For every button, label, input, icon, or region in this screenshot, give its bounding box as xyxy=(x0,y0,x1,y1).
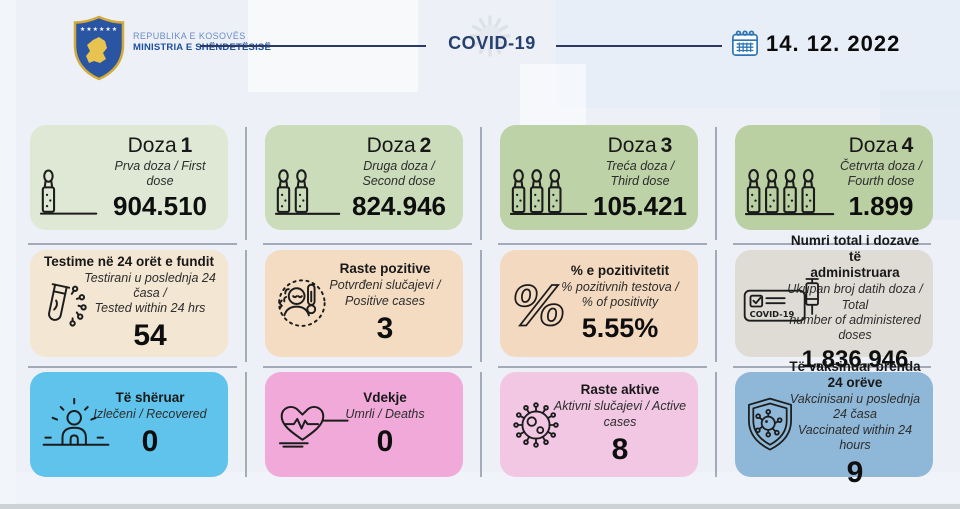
card-subtitle: Izlečeni / Recovered xyxy=(93,406,207,421)
vaccine-card-icon: COVID-19 xyxy=(743,276,823,332)
grid-divider xyxy=(245,250,247,362)
grid-divider xyxy=(28,243,237,245)
card-total-doses: COVID-19 Numri total i dozave të adminis… xyxy=(735,233,933,373)
card-dose-2: Doza 2 Druga doza / Second dose 824.946 xyxy=(265,125,463,230)
card-tests-24h: Testime në 24 orët e fundit Testirani u … xyxy=(30,250,228,357)
card-vaccinated-24h: Të vaksinuar brenda 24 orëve Vakcinisani… xyxy=(735,359,933,489)
svg-text:COVID-19: COVID-19 xyxy=(750,308,795,318)
card-value: 0 xyxy=(141,425,159,459)
ampoule-2-icon xyxy=(275,168,343,218)
ampoule-4-icon xyxy=(745,168,837,218)
card-subtitle: % pozitivnih testova / % of positivity xyxy=(561,279,679,310)
republic-label: REPUBLIKA E KOSOVËS xyxy=(133,31,246,41)
kosovo-coat-of-arms-logo: ★★★★★★ xyxy=(72,15,126,81)
card-title: % e pozitivitetit xyxy=(570,262,670,278)
ministry-label: MINISTRIA E SHËNDETËSISË xyxy=(133,42,271,54)
card-value: 1.836.946 xyxy=(801,346,909,374)
card-subtitle: Aktivni slučajevi / Active cases xyxy=(553,399,687,429)
card-value: 8 xyxy=(611,432,629,466)
card-dose-4: Doza 4 Četrvrta doza / Fourth dose 1.899 xyxy=(735,125,933,230)
card-subtitle: Umrli / Deaths xyxy=(345,406,425,421)
card-positivity-rate: % % e pozitivitetit % pozitivnih testova… xyxy=(500,250,698,357)
grid-divider xyxy=(498,243,707,245)
card-value: 1.899 xyxy=(848,191,914,222)
card-title: Testime në 24 orët e fundit xyxy=(43,253,215,269)
card-subtitle: Vakcinisani u poslednja 24 časa Vaccinat… xyxy=(789,392,921,452)
card-title: Doza 3 xyxy=(607,133,673,157)
card-value: 105.421 xyxy=(593,191,687,222)
card-subtitle: Prva doza / First dose xyxy=(114,158,206,189)
grid-divider xyxy=(480,127,482,240)
grid-divider xyxy=(733,243,931,245)
svg-text:%: % xyxy=(512,275,565,334)
bg-shape xyxy=(0,0,16,509)
heart-ekg-icon xyxy=(273,399,351,451)
grid-divider xyxy=(245,372,247,477)
card-positive-cases: Raste pozitive Potvrđeni slučajevi / Pos… xyxy=(265,250,463,357)
grid-divider xyxy=(263,243,472,245)
card-title: Të vaksinuar brenda 24 orëve xyxy=(789,358,921,390)
card-title: Vdekje xyxy=(363,389,407,405)
card-subtitle: Druga doza / Second dose xyxy=(362,158,436,189)
bottom-strip xyxy=(0,504,960,509)
grid-divider xyxy=(480,372,482,477)
card-subtitle: Četrvrta doza / Fourth dose xyxy=(840,158,922,189)
grid-divider xyxy=(480,250,482,362)
covid19-badge: COVID-19 xyxy=(432,33,552,54)
grid-divider xyxy=(715,250,717,362)
card-title: Doza 4 xyxy=(848,133,914,157)
card-title: Raste aktive xyxy=(580,382,660,398)
ampoule-1-icon xyxy=(40,168,100,218)
card-value: 0 xyxy=(376,425,394,459)
covid19-title: COVID-19 xyxy=(448,33,536,53)
grid-divider xyxy=(245,127,247,240)
card-subtitle: Testirani u poslednja 24 časa / Tested w… xyxy=(84,270,216,316)
percent-icon: % xyxy=(508,274,570,334)
test-tube-icon xyxy=(38,276,92,332)
card-subtitle: Ukupan broj datih doza / Total number of… xyxy=(787,282,923,343)
ampoule-3-icon xyxy=(510,168,590,218)
card-value: 904.510 xyxy=(113,191,207,222)
card-title: Doza 2 xyxy=(366,133,432,157)
card-value: 54 xyxy=(133,319,167,353)
card-value: 3 xyxy=(376,311,394,345)
card-recovered: Të shëruar Izlečeni / Recovered 0 xyxy=(30,372,228,477)
card-title: Numri total i dozave të administruara xyxy=(790,232,920,281)
card-dose-1: Doza 1 Prva doza / First dose 904.510 xyxy=(30,125,228,230)
grid-divider xyxy=(263,366,472,368)
card-subtitle: Potvrđeni slučajevi / Positive cases xyxy=(329,278,441,308)
card-subtitle: Treća doza / Third dose xyxy=(605,158,675,189)
sick-person-icon xyxy=(273,276,329,332)
grid-divider xyxy=(715,372,717,477)
virus-icon xyxy=(508,397,564,453)
header-divider-left xyxy=(200,45,426,47)
grid-divider xyxy=(733,366,931,368)
card-value: 5.55% xyxy=(581,313,659,344)
virus-watermark-icon xyxy=(467,13,513,59)
bg-shape xyxy=(0,472,960,503)
card-active-cases: Raste aktive Aktivni slučajevi / Active … xyxy=(500,372,698,477)
shield-virus-icon xyxy=(743,396,797,454)
grid-divider xyxy=(715,127,717,240)
date-display: 14. 12. 2022 xyxy=(766,31,901,56)
header-divider-right xyxy=(556,45,722,47)
grid-divider xyxy=(28,366,237,368)
card-deaths: Vdekje Umrli / Deaths 0 xyxy=(265,372,463,477)
bg-shape xyxy=(520,64,586,130)
card-value: 9 xyxy=(846,456,864,490)
card-title: Raste pozitive xyxy=(339,261,431,277)
svg-text:★★★★★★: ★★★★★★ xyxy=(80,26,118,33)
card-dose-3: Doza 3 Treća doza / Third dose 105.421 xyxy=(500,125,698,230)
recovered-person-icon xyxy=(38,397,114,452)
card-value: 824.946 xyxy=(352,191,446,222)
grid-divider xyxy=(498,366,707,368)
card-title: Doza 1 xyxy=(127,133,193,157)
calendar-icon xyxy=(731,29,759,57)
ministry-name: REPUBLIKA E KOSOVËS MINISTRIA E SHËNDETË… xyxy=(133,31,271,54)
card-title: Të shëruar xyxy=(115,389,185,405)
